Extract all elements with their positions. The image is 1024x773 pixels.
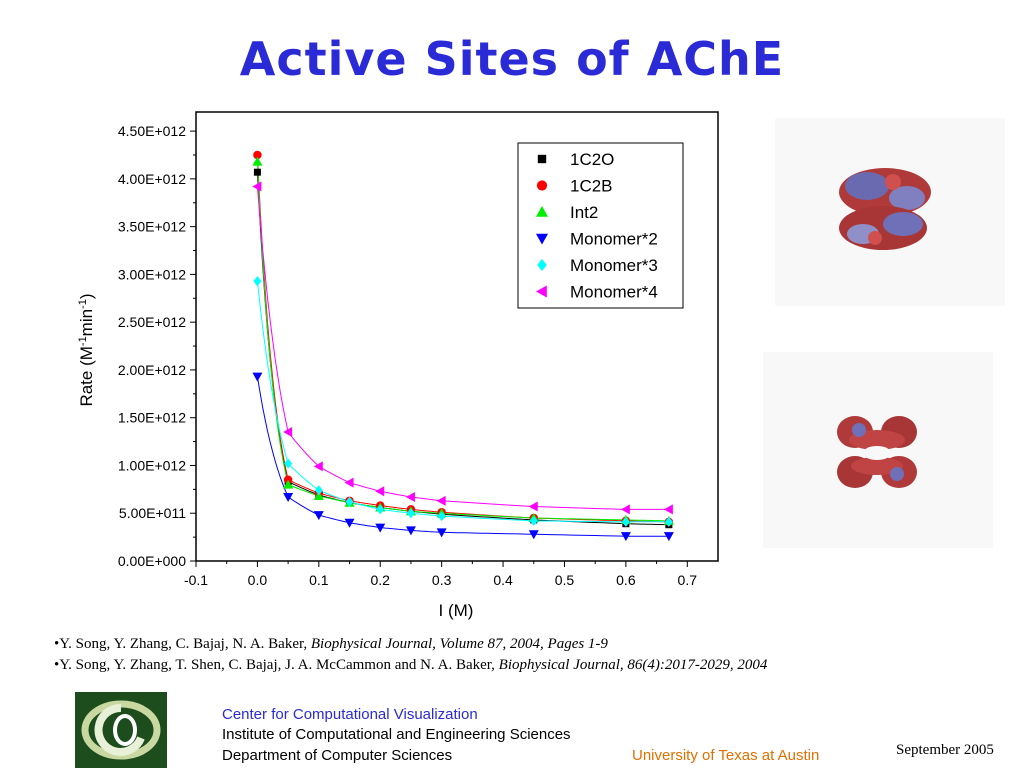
y-tick-label: 5.00E+011 [119,505,186,521]
data-point [344,518,355,528]
legend-label: Monomer*4 [570,283,658,302]
x-tick-label: 0.4 [493,572,513,588]
y-tick-label: 4.00E+012 [118,171,186,187]
y-tick-label: 1.00E+012 [118,457,186,473]
rate-chart: -0.1 0.0 0.1 0.2 0.3 0.4 0.5 0.6 0.7 0.00E+000 5.0… [77,111,719,620]
y-tick-label: 2.50E+012 [118,314,186,330]
fit-line-1c2b [256,154,669,523]
x-tick-label: 0.1 [309,572,329,588]
legend-label: Monomer*2 [570,230,658,249]
legend-label: 1C2O [570,150,614,169]
reference-2: •Y. Song, Y. Zhang, T. Shen, C. Bajaj, J… [54,657,768,673]
data-point [313,491,324,501]
legend-label: Int2 [570,203,598,222]
x-tick-label: 0.6 [616,572,636,588]
data-point [345,496,354,507]
data-point [528,530,539,540]
data-point [406,508,415,519]
x-tick-label: 0.5 [555,572,575,588]
data-point [253,276,262,287]
data-point [436,495,446,506]
data-point [253,150,262,160]
data-point [405,526,416,536]
y-tick-label: 3.00E+012 [118,266,186,282]
plot-frame [195,111,719,562]
legend-box [517,142,684,309]
footer-center-name: Center for Computational Visualization [222,706,478,723]
x-tick-label: 0.7 [678,572,698,588]
data-point [283,492,294,502]
data-point [252,372,263,382]
y-tick-label: 1.50E+012 [118,410,186,426]
y-tick-label: 2.00E+012 [118,362,186,378]
legend-marker [537,259,547,271]
data-point [528,501,538,512]
data-point [283,479,294,489]
data-point [375,486,385,497]
data-point [663,532,674,542]
legend-marker [537,154,547,164]
fit-line-monomer-2 [256,376,669,537]
data-point [437,511,446,522]
footer-date: September 2005 [896,742,994,758]
data-point [252,156,263,166]
fit-line-int2 [256,161,669,522]
data-point [376,504,385,515]
data-point [620,504,630,515]
y-tick-label: 0.00E+000 [118,553,186,569]
reference-1: •Y. Song, Y. Zhang, C. Bajaj, N. A. Bake… [54,636,608,652]
legend-marker [536,180,548,191]
legend-marker [536,285,547,298]
data-point [313,461,323,472]
data-point [405,491,415,502]
data-point [664,516,673,527]
data-point [253,168,261,176]
y-axis-label: Rate (M-1min-1) [77,293,96,406]
fit-line-monomer-3 [256,281,669,523]
data-point [284,458,293,469]
data-point [620,532,631,542]
fit-line-monomer-4 [256,186,669,510]
data-point [663,504,673,515]
data-point [529,515,538,526]
footer-institute: Institute of Computational and Engineeri… [222,726,571,743]
legend-label: Monomer*3 [570,256,658,275]
x-tick-label: 0.2 [371,572,391,588]
x-axis-label: I (M) [439,601,474,620]
data-point [283,427,293,438]
y-tick-label: 4.50E+012 [118,123,186,139]
protein-dimer-side-view [775,118,1005,306]
data-point [621,516,630,527]
legend-label: 1C2B [570,177,613,196]
data-point [313,511,324,521]
page-title: Active Sites of AChE [239,32,785,86]
data-point [314,485,323,496]
data-point [252,181,262,192]
x-tick-label: 0.0 [248,572,268,588]
data-point [344,477,354,488]
ccv-logo [75,692,167,768]
legend-marker [536,206,548,217]
footer-university: University of Texas at Austin [632,747,820,764]
x-tick-label: -0.1 [184,572,208,588]
protein-dimer-top-view [763,352,993,548]
x-tick-label: 0.3 [432,572,452,588]
y-tick-label: 3.50E+012 [118,219,186,235]
data-point [375,523,386,533]
data-point [436,528,447,538]
footer-department: Department of Computer Sciences [222,747,453,764]
legend-marker [536,233,548,245]
